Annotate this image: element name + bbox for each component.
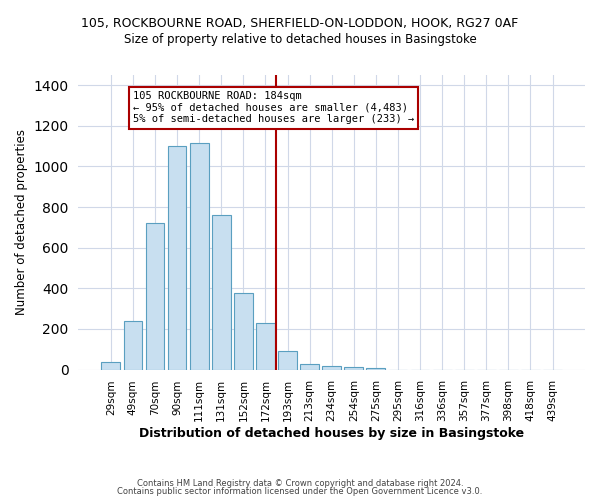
Bar — [146, 224, 164, 370]
Bar — [300, 364, 319, 370]
X-axis label: Distribution of detached houses by size in Basingstoke: Distribution of detached houses by size … — [139, 427, 524, 440]
Bar — [101, 362, 120, 370]
Bar — [234, 294, 253, 370]
Text: 105, ROCKBOURNE ROAD, SHERFIELD-ON-LODDON, HOOK, RG27 0AF: 105, ROCKBOURNE ROAD, SHERFIELD-ON-LODDO… — [82, 18, 518, 30]
Bar — [124, 321, 142, 370]
Bar — [190, 143, 209, 370]
Bar — [212, 215, 230, 370]
Bar — [367, 368, 385, 370]
Y-axis label: Number of detached properties: Number of detached properties — [15, 130, 28, 316]
Text: 105 ROCKBOURNE ROAD: 184sqm
← 95% of detached houses are smaller (4,483)
5% of s: 105 ROCKBOURNE ROAD: 184sqm ← 95% of det… — [133, 92, 414, 124]
Bar — [278, 352, 297, 370]
Text: Size of property relative to detached houses in Basingstoke: Size of property relative to detached ho… — [124, 32, 476, 46]
Text: Contains public sector information licensed under the Open Government Licence v3: Contains public sector information licen… — [118, 487, 482, 496]
Bar — [322, 366, 341, 370]
Bar — [344, 366, 363, 370]
Bar — [167, 146, 187, 370]
Bar — [256, 323, 275, 370]
Text: Contains HM Land Registry data © Crown copyright and database right 2024.: Contains HM Land Registry data © Crown c… — [137, 478, 463, 488]
